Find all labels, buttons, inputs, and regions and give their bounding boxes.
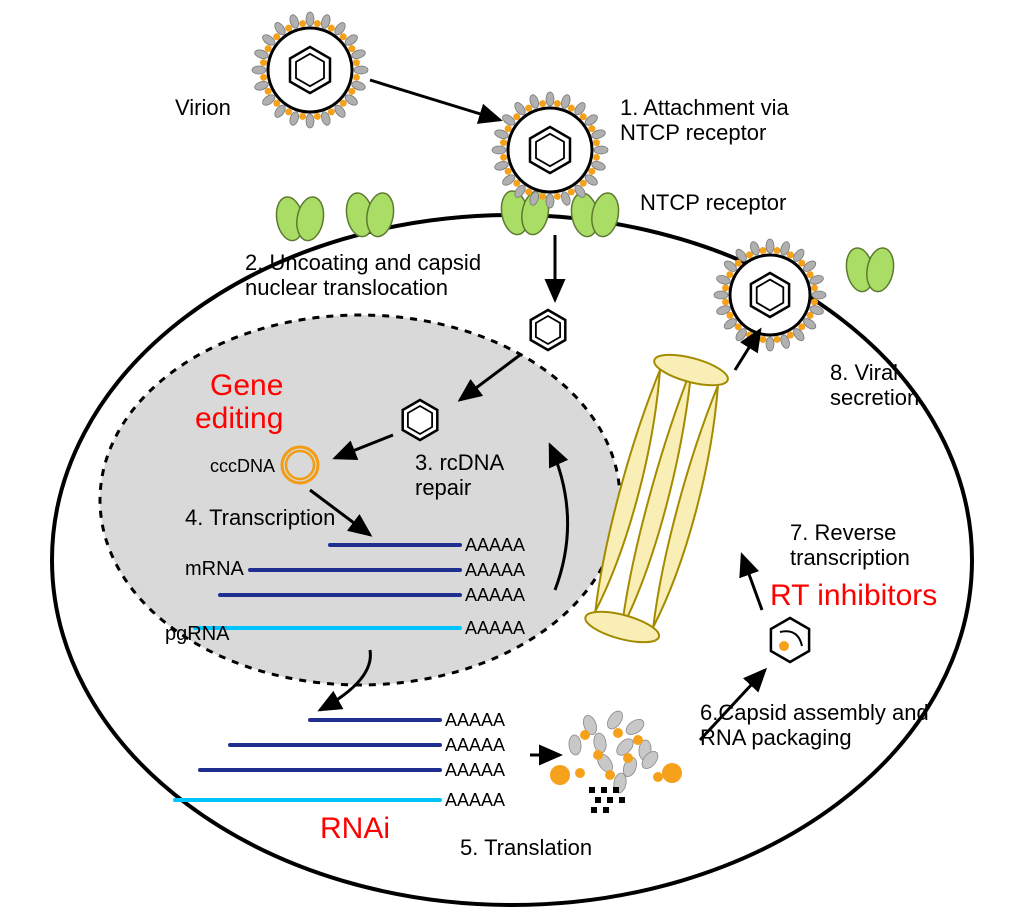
label-step5: 5. Translation [460,835,592,860]
label-step2-l1: 2. Uncoating and capsid [245,250,481,275]
label-step1-l1: 1. Attachment via [620,95,790,120]
label-step3-l2: repair [415,475,471,500]
rna-tail-label: AAAAA [465,560,525,580]
virion-attached [492,92,608,208]
label-gene-editing-l1: Gene [210,369,283,402]
label-gene-editing-l2: editing [195,402,283,435]
label-virion: Virion [175,95,231,120]
label-pgRNA: pgRNA [165,623,230,645]
label-rnai: RNAi [320,812,390,845]
label-step8-l2: secretion [830,385,919,410]
arrow-virion-to-attach [370,80,500,120]
label-step6-l1: 6.Capsid assembly and [700,700,929,725]
rna-tail-label: AAAAA [445,735,505,755]
ntcp-receptor-icon [843,246,897,294]
rna-tail-label: AAAAA [465,618,525,638]
label-cccDNA: cccDNA [210,456,275,476]
rna-tail-label: AAAAA [445,790,505,810]
label-step7-l2: transcription [790,545,910,570]
rna-tail-label: AAAAA [445,710,505,730]
rna-tail-label: AAAAA [445,760,505,780]
label-rt-inhibitors: RT inhibitors [770,579,937,612]
label-step6-l2: RNA packaging [700,725,852,750]
label-step1-l2: NTCP receptor [620,120,766,145]
rna-tail-label: AAAAA [465,535,525,555]
label-step3-l1: 3. rcDNA [415,450,505,475]
capsid-nucleus [403,400,438,440]
capsid-entering [531,310,566,350]
virion-free [252,12,368,128]
capsid-with-rna [771,618,809,662]
diagram-canvas: AAAAA AAAAA AAAAA AAAAA AAAAA AAAAA AAAAA AAAA… [0,0,1024,921]
label-step7-l1: 7. Reverse [790,520,896,545]
label-step8-l1: 8. Viral [830,360,898,385]
label-step4: 4. Transcription [185,505,335,530]
label-ntcp-receptor: NTCP receptor [640,190,786,215]
label-mRNA: mRNA [185,558,245,580]
rna-tail-label: AAAAA [465,585,525,605]
ntcp-receptor-icon [273,195,327,243]
label-step2-l2: nuclear translocation [245,275,448,300]
